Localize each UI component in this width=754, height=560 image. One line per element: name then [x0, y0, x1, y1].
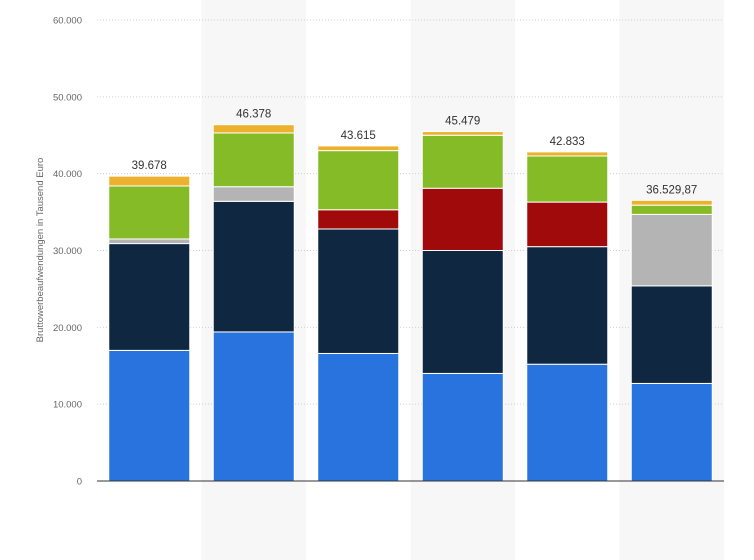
total-label: 45.479 [445, 116, 480, 128]
bar-segment [526, 155, 609, 203]
bar-segment [108, 349, 191, 482]
bar-segment [212, 200, 295, 333]
bar-segment [421, 131, 504, 136]
y-tick-label: 10.000 [53, 400, 82, 411]
bar-segment [630, 213, 713, 287]
total-label: 36.529,87 [646, 184, 697, 196]
bar-segment [108, 243, 191, 351]
total-label: 46.378 [236, 109, 271, 121]
y-axis-title: Bruttowerbeaufwendungen in Tausend Euro [35, 158, 46, 343]
bar-segment [108, 175, 191, 187]
y-axis-ticks: 0 10.000 20.000 30.000 40.000 50.000 60.000 [53, 16, 82, 488]
bar-segment [421, 372, 504, 482]
y-tick-label: 30.000 [53, 246, 82, 257]
bar-segment [108, 238, 191, 245]
bar-segment [317, 209, 400, 230]
bar-segment [630, 382, 713, 482]
bar-segment [212, 186, 295, 202]
bar-segment [630, 204, 713, 215]
grid-lines [97, 19, 724, 405]
y-tick-label: 20.000 [53, 323, 82, 334]
y-tick-label: 50.000 [53, 92, 82, 103]
total-labels: 39.678 46.378 43.615 45.479 42.833 36.529,87 [132, 109, 698, 197]
bar-segment [212, 331, 295, 482]
bar-segment [212, 124, 295, 134]
bar-segment [526, 201, 609, 248]
y-tick-label: 0 [77, 477, 82, 488]
bar-segment [317, 352, 400, 482]
total-label: 43.615 [341, 130, 376, 142]
total-label: 39.678 [132, 160, 167, 172]
bar-segment [526, 246, 609, 365]
total-label: 42.833 [550, 136, 585, 148]
bar-segment [212, 132, 295, 188]
bar-segment [317, 145, 400, 152]
bar-segment [421, 134, 504, 189]
bar-segment [526, 363, 609, 482]
bar-segment [317, 150, 400, 211]
bar-segment [630, 285, 713, 384]
bar-segment [108, 185, 191, 240]
bar-segment [526, 151, 609, 157]
bars [108, 124, 713, 482]
y-tick-label: 40.000 [53, 169, 82, 180]
y-tick-label: 60.000 [53, 16, 82, 27]
bar-segment [630, 199, 713, 206]
bar-segment [317, 228, 400, 354]
bar-segment [421, 250, 504, 374]
bar-segment [421, 187, 504, 251]
